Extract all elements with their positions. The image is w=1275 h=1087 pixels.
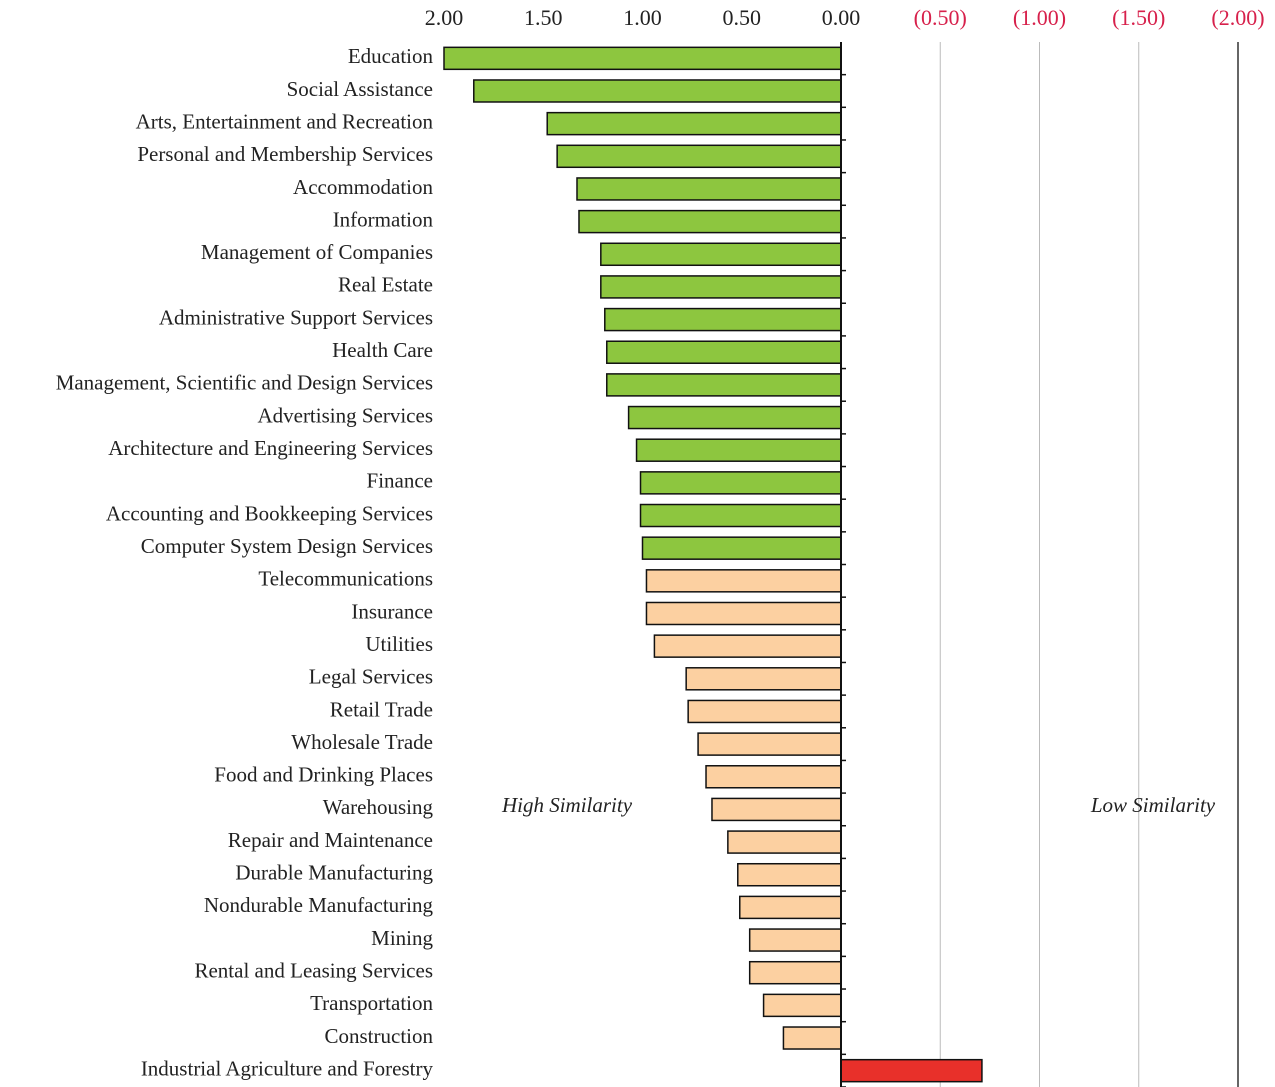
y-tick-label: Computer System Design Services (141, 534, 433, 558)
annotation: Low Similarity (1090, 793, 1216, 817)
y-tick-label: Durable Manufacturing (235, 861, 433, 885)
bar (748, 928, 842, 952)
x-tick-label: 1.50 (524, 5, 563, 30)
y-tick-label: Food and Drinking Places (214, 763, 433, 787)
y-tick-label: Telecommunications (258, 567, 433, 591)
y-tick-label: Accommodation (293, 175, 433, 199)
y-tick-label: Social Assistance (287, 77, 433, 101)
y-tick-label: Advertising Services (257, 403, 433, 427)
y-tick-label: Accounting and Bookkeeping Services (106, 501, 433, 525)
y-tick-label: Industrial Agriculture and Forestry (141, 1056, 434, 1080)
x-tick-label: 2.00 (425, 5, 464, 30)
y-tick-label: Construction (325, 1024, 434, 1048)
y-tick-label: Mining (371, 926, 433, 950)
bar (635, 438, 842, 462)
bar (606, 340, 842, 364)
bar (782, 1026, 842, 1050)
x-tick-label: (1.00) (1013, 5, 1066, 30)
bar (685, 667, 842, 691)
y-tick-label: Wholesale Trade (291, 730, 433, 754)
x-tick-label: (1.50) (1112, 5, 1165, 30)
bar (473, 79, 842, 103)
y-tick-label: Education (348, 44, 434, 68)
y-tick-label: Nondurable Manufacturing (204, 893, 434, 917)
y-tick-label: Management, Scientific and Design Servic… (56, 371, 433, 395)
bar (443, 46, 842, 71)
bar (645, 569, 842, 593)
bar (653, 634, 842, 658)
x-tick-label: 0.50 (723, 5, 762, 30)
y-tick-label: Repair and Maintenance (228, 828, 433, 852)
bar (645, 601, 842, 626)
bar (546, 111, 842, 136)
y-tick-label: Real Estate (338, 273, 433, 297)
bar (627, 405, 842, 430)
bar (697, 732, 842, 756)
x-tick-label: 0.00 (822, 5, 861, 30)
bar (641, 536, 842, 560)
y-tick-label: Legal Services (309, 665, 433, 689)
y-tick-label: Warehousing (323, 795, 434, 819)
y-tick-label: Administrative Support Services (159, 305, 433, 329)
bar (556, 144, 842, 169)
y-tick-label: Architecture and Engineering Services (108, 436, 433, 460)
bar (748, 960, 842, 985)
y-tick-label: Finance (367, 469, 433, 493)
y-tick-label: Health Care (332, 338, 433, 362)
y-tick-label: Retail Trade (330, 697, 433, 721)
bar (737, 862, 842, 887)
bar (604, 307, 842, 332)
y-tick-label: Personal and Membership Services (137, 142, 433, 166)
y-tick-label: Transportation (310, 991, 433, 1015)
bar (739, 895, 842, 920)
bar (687, 699, 842, 724)
x-tick-label: (2.00) (1211, 5, 1264, 30)
y-tick-label: Arts, Entertainment and Recreation (136, 109, 434, 133)
bar (606, 373, 842, 397)
y-tick-label: Management of Companies (201, 240, 433, 264)
y-tick-label: Utilities (365, 632, 433, 656)
bar (600, 275, 842, 299)
bar (578, 209, 842, 234)
bar (600, 242, 842, 267)
bar (639, 471, 842, 495)
y-tick-label: Rental and Leasing Services (194, 959, 433, 983)
bar (762, 993, 842, 1018)
bar (711, 797, 842, 822)
x-tick-label: 1.00 (623, 5, 662, 30)
bar (576, 177, 842, 201)
y-tick-label: Information (333, 207, 434, 231)
bar (840, 1058, 983, 1083)
bar (639, 503, 842, 528)
y-tick-label: Insurance (351, 599, 433, 623)
bar (727, 830, 842, 854)
annotation: High Similarity (501, 793, 633, 817)
bar (705, 765, 842, 789)
x-tick-label: (0.50) (914, 5, 967, 30)
